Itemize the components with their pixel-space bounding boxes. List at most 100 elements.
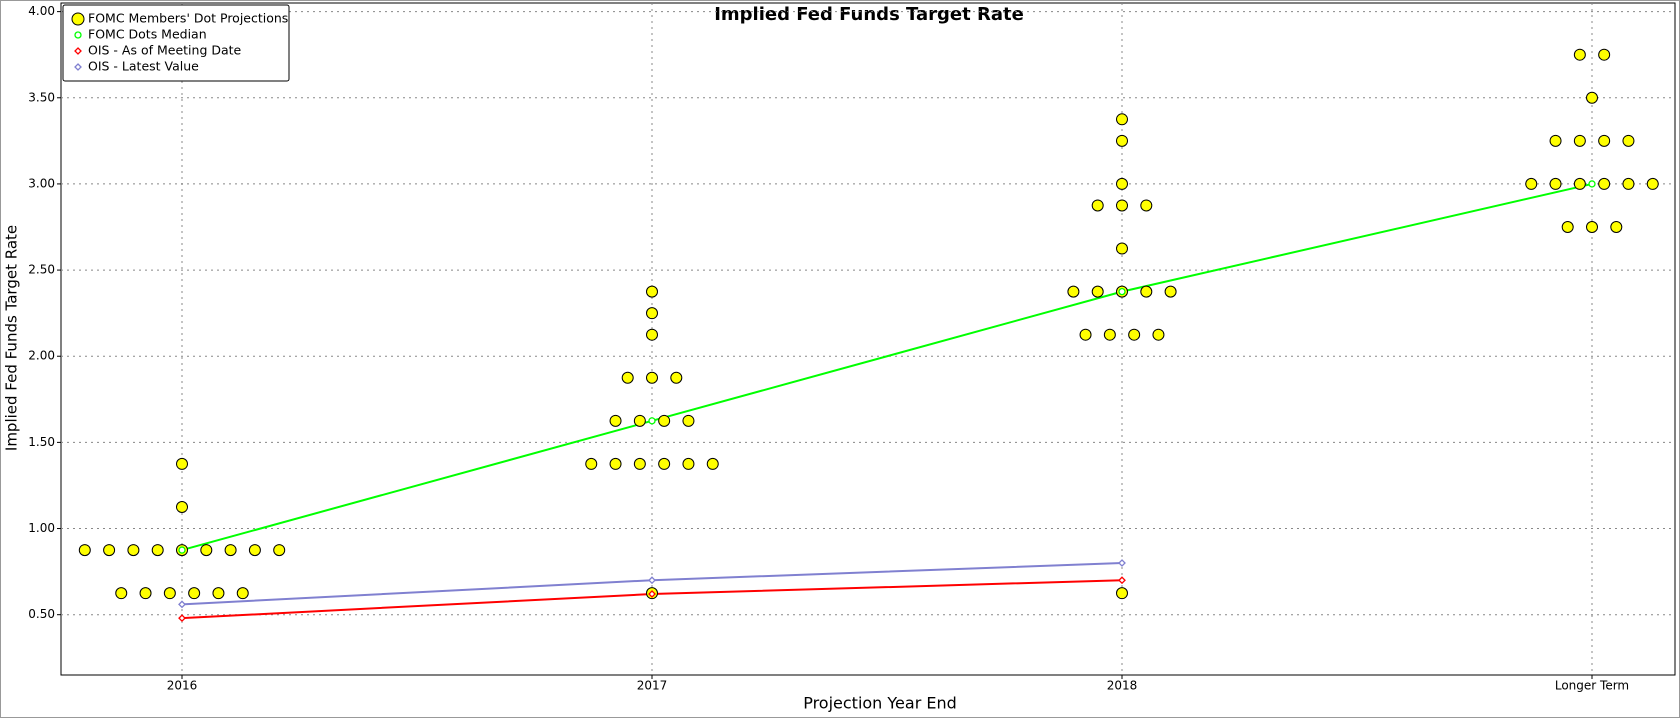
point — [178, 546, 186, 554]
dot — [1079, 328, 1092, 341]
dot — [1610, 221, 1623, 233]
dot — [633, 414, 646, 427]
dot — [176, 457, 188, 470]
dot — [682, 414, 695, 427]
dot — [633, 457, 646, 470]
dot — [200, 544, 213, 557]
dot — [670, 371, 683, 384]
point — [178, 600, 186, 609]
point — [648, 576, 656, 585]
point — [648, 590, 656, 598]
dot — [224, 544, 237, 557]
dot — [1116, 242, 1128, 255]
point — [1118, 287, 1126, 296]
dot — [1067, 285, 1080, 298]
y-axis-label: Implied Fed Funds Target Rate — [3, 225, 21, 451]
y-tick-label: 2.00 — [28, 349, 55, 363]
dot — [1091, 199, 1104, 212]
legend-label: FOMC Members' Dot Projections — [88, 11, 288, 26]
y-tick-label: 1.00 — [28, 521, 55, 535]
legend-marker — [74, 47, 82, 55]
legend-label: OIS - Latest Value — [88, 59, 199, 74]
dot — [1561, 221, 1574, 233]
dot — [658, 457, 671, 470]
dot — [1116, 199, 1128, 212]
dot — [139, 587, 152, 600]
dot — [1586, 91, 1598, 104]
dot — [646, 371, 658, 384]
chart-title: Implied Fed Funds Target Rate — [714, 4, 1024, 25]
dot — [1622, 134, 1635, 147]
dot — [1164, 285, 1177, 298]
point — [1118, 576, 1126, 585]
dot — [621, 371, 634, 384]
y-tick-label: 4.00 — [28, 4, 55, 18]
dot — [78, 544, 91, 557]
dot — [1598, 134, 1611, 147]
y-tick-label: 0.50 — [28, 607, 55, 621]
point — [1588, 180, 1596, 188]
dot — [1586, 221, 1598, 233]
dot — [658, 414, 671, 427]
dot — [212, 587, 225, 600]
y-tick-label: 2.50 — [28, 263, 55, 277]
dot — [646, 285, 658, 298]
dot — [585, 457, 598, 470]
dot — [1116, 134, 1128, 147]
dot — [1116, 177, 1128, 190]
dot — [609, 457, 622, 470]
dot — [1116, 113, 1128, 126]
legend-box — [62, 4, 290, 82]
x-tick-label: 2018 — [1107, 679, 1138, 693]
legend-marker — [71, 12, 85, 26]
dot — [1140, 199, 1153, 212]
dot — [176, 501, 188, 513]
dot — [1549, 177, 1562, 190]
point — [178, 614, 186, 623]
legend-label: OIS - As of Meeting Date — [88, 43, 242, 58]
dot — [115, 587, 128, 600]
dot — [1573, 48, 1586, 61]
dot — [236, 587, 249, 600]
dot — [1646, 177, 1659, 190]
dot — [248, 544, 261, 557]
dot — [188, 587, 201, 600]
dot — [609, 414, 622, 427]
point — [648, 417, 656, 425]
dot — [1549, 134, 1562, 147]
dot — [127, 544, 140, 557]
point — [1118, 559, 1126, 567]
dot — [151, 544, 164, 557]
dot — [1622, 177, 1635, 190]
series-line — [181, 182, 1593, 552]
dot — [1525, 177, 1538, 190]
dot — [1091, 285, 1104, 298]
x-tick-label: 2016 — [167, 679, 198, 693]
dot — [1598, 177, 1611, 190]
dot — [1573, 177, 1586, 190]
dot — [273, 544, 286, 557]
dot — [646, 307, 658, 320]
dot — [1598, 48, 1611, 61]
dot — [1103, 328, 1116, 341]
y-tick-label: 3.00 — [28, 176, 55, 190]
dot — [163, 587, 176, 600]
legend-marker — [74, 63, 82, 71]
dot — [103, 544, 116, 557]
plot-area — [60, 2, 1676, 676]
dot — [1573, 134, 1586, 147]
x-tick-label: 2017 — [637, 679, 668, 693]
dot — [706, 457, 719, 470]
dot — [1128, 328, 1141, 341]
dot — [1140, 285, 1153, 298]
dot — [1116, 587, 1128, 600]
dot — [682, 457, 695, 470]
legend-marker — [74, 31, 82, 39]
x-tick-label: Longer Term — [1555, 679, 1629, 693]
y-tick-label: 3.50 — [28, 90, 55, 104]
dot — [646, 328, 658, 341]
